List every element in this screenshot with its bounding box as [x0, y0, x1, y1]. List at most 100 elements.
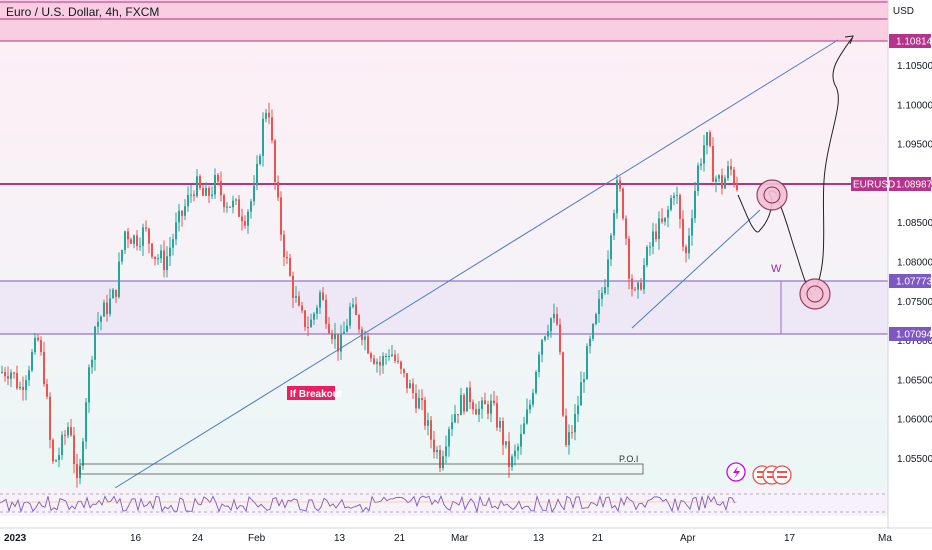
time-tick-label: 2023	[4, 533, 27, 544]
candle-body	[529, 404, 531, 410]
candle-body	[139, 245, 141, 247]
candle-body	[400, 361, 402, 370]
price-tick-label: 1.06000	[897, 415, 932, 426]
candle	[589, 335, 591, 354]
candle	[388, 349, 390, 361]
candle-body	[214, 174, 216, 195]
candle-body	[118, 261, 120, 297]
candle	[601, 287, 603, 307]
target-circle-lower[interactable]	[799, 278, 831, 310]
time-axis[interactable]	[0, 528, 932, 550]
candle	[736, 176, 738, 192]
candle	[112, 287, 114, 299]
candle-body	[427, 420, 429, 426]
candle	[190, 184, 192, 203]
candle-body	[295, 296, 297, 298]
candle	[355, 296, 357, 316]
candle	[196, 168, 198, 198]
tag-110814-bg	[889, 34, 931, 48]
candle-body	[559, 324, 561, 353]
candle-body	[508, 441, 510, 468]
candle	[544, 335, 546, 342]
price-tick-label: 1.06500	[897, 375, 932, 386]
target-circle-upper[interactable]	[756, 179, 788, 211]
candle-body	[511, 456, 513, 468]
candle-body	[94, 326, 96, 360]
candle	[493, 390, 495, 406]
candle	[202, 184, 204, 197]
candle	[634, 286, 636, 292]
candle	[535, 370, 537, 395]
candle	[181, 210, 183, 227]
candle-body	[388, 355, 390, 357]
candle-body	[316, 307, 318, 314]
candle	[325, 294, 327, 329]
candle	[208, 185, 210, 204]
projection-path-up[interactable]	[814, 37, 853, 291]
target-circle-upper-inner	[763, 186, 781, 204]
rising-support-trendline[interactable]	[631, 209, 761, 329]
candle-body	[88, 367, 90, 403]
candle	[55, 459, 57, 463]
candle-body	[565, 415, 567, 445]
candle	[553, 303, 555, 323]
candle-body	[289, 258, 291, 276]
candle	[100, 315, 102, 331]
candle	[40, 336, 42, 356]
candle-body	[16, 373, 18, 389]
candle	[232, 195, 234, 214]
candle-body	[271, 117, 273, 141]
tag-107094-bg	[889, 327, 931, 341]
candle-body	[532, 392, 534, 405]
candle	[337, 333, 339, 361]
candle	[376, 358, 378, 373]
candle	[460, 387, 462, 416]
candle	[193, 190, 195, 202]
candle-body	[592, 324, 594, 339]
candle	[229, 206, 231, 208]
candle	[520, 424, 522, 455]
candle-body	[682, 218, 684, 247]
candle-body	[640, 282, 642, 290]
candle	[595, 312, 597, 326]
time-tick-label: 21	[592, 533, 604, 544]
candle	[52, 438, 54, 464]
candle	[115, 289, 117, 303]
candle-body	[547, 331, 549, 337]
candle	[457, 413, 459, 424]
flag-stripe	[757, 471, 767, 473]
candle-body	[424, 400, 426, 426]
candle-body	[343, 331, 345, 335]
candle	[142, 223, 144, 257]
candle	[397, 353, 399, 364]
price-tick-label: 1.08500	[897, 218, 932, 229]
candle	[145, 220, 147, 232]
candle-body	[385, 356, 387, 358]
candle	[94, 325, 96, 371]
candle	[565, 408, 567, 448]
candle-body	[67, 427, 69, 436]
ascending-trendline[interactable]	[114, 39, 839, 489]
candle	[307, 316, 309, 337]
candle-body	[307, 327, 309, 329]
candle	[646, 245, 648, 268]
candle	[334, 322, 336, 349]
candle	[88, 364, 90, 413]
candle-body	[706, 132, 708, 146]
candle-body	[130, 239, 132, 244]
price-axis[interactable]	[888, 0, 932, 530]
candle	[349, 302, 351, 329]
poi-box[interactable]	[79, 463, 644, 475]
candle-body	[445, 446, 447, 457]
candle	[517, 443, 519, 460]
candle-body	[376, 361, 378, 364]
us-flag-icon[interactable]	[772, 465, 792, 485]
candle	[643, 258, 645, 295]
candle-body	[541, 339, 543, 355]
time-tick-label: 13	[533, 533, 545, 544]
candle-body	[31, 352, 33, 371]
candle-body	[412, 383, 414, 394]
candle-body	[472, 402, 474, 410]
